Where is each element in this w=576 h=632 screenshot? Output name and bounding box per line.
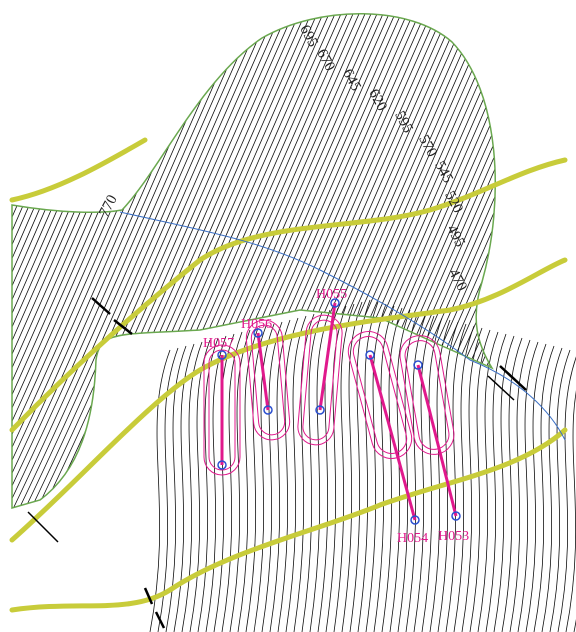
contour (237, 327, 259, 632)
well-point (451, 511, 461, 521)
road (9, 257, 568, 543)
well-zone (250, 324, 286, 436)
arrow (27, 511, 59, 543)
well-zone (203, 344, 241, 476)
road (9, 157, 568, 433)
contour (12, 13, 261, 509)
well-zone (302, 319, 338, 441)
contour (245, 325, 267, 632)
arrow (487, 375, 515, 401)
well-zone (245, 319, 291, 441)
arrow (91, 297, 111, 315)
contour (381, 307, 403, 632)
arrow (154, 611, 166, 629)
road (9, 137, 148, 203)
contour (277, 317, 299, 632)
roads (9, 137, 568, 613)
contour (445, 323, 467, 632)
contour (525, 343, 547, 632)
well-zone (404, 340, 450, 450)
well-trajectory (368, 354, 417, 521)
well-trajectory (416, 364, 458, 517)
contour (413, 315, 435, 632)
contour (557, 356, 576, 632)
contour (325, 305, 347, 632)
well-zone (399, 335, 455, 455)
well-trajectory (256, 332, 270, 411)
contour (509, 339, 531, 632)
wells (203, 298, 461, 525)
contour (469, 329, 491, 632)
arrow (113, 319, 133, 335)
contour (437, 321, 459, 632)
contour (149, 349, 171, 632)
well-zone (208, 349, 236, 471)
contour (541, 347, 563, 632)
contour (261, 321, 283, 632)
contour (333, 303, 355, 632)
well-point (413, 360, 423, 370)
arrow (143, 587, 154, 605)
contour (461, 327, 483, 632)
well-point (410, 515, 420, 525)
contour (341, 301, 363, 632)
well-point (365, 350, 375, 360)
contour (285, 315, 307, 632)
well-point (330, 298, 340, 308)
stream (119, 211, 566, 441)
contour (12, 13, 273, 509)
contour (269, 319, 291, 632)
contour (349, 299, 371, 632)
contour (565, 390, 576, 632)
contour (517, 341, 539, 632)
contour (493, 335, 515, 632)
arrow (499, 365, 527, 391)
well-point (217, 460, 227, 470)
contour (397, 311, 419, 632)
contour (157, 347, 179, 632)
contour (549, 349, 571, 632)
contour (165, 345, 187, 632)
road (9, 427, 568, 613)
contour (357, 301, 379, 632)
contour (253, 323, 275, 632)
well-trajectory (318, 302, 337, 411)
contour (205, 335, 227, 632)
well-zone (297, 314, 343, 446)
well-label: H054 (397, 531, 428, 546)
well-point (217, 350, 227, 360)
contour (533, 345, 555, 632)
well-label: H053 (438, 529, 469, 544)
well-label: H057 (203, 336, 234, 351)
arrows (27, 297, 527, 629)
contour (12, 13, 267, 509)
well-point (253, 328, 263, 338)
well-label: H056 (241, 317, 272, 332)
well-point (315, 405, 325, 415)
contour (229, 329, 251, 632)
contour (373, 305, 395, 632)
well-point (263, 405, 273, 415)
contour (309, 309, 331, 632)
contour (485, 333, 507, 632)
contour (389, 309, 411, 632)
contour (405, 313, 427, 632)
contour (221, 331, 243, 632)
well-label: H055 (316, 287, 347, 302)
